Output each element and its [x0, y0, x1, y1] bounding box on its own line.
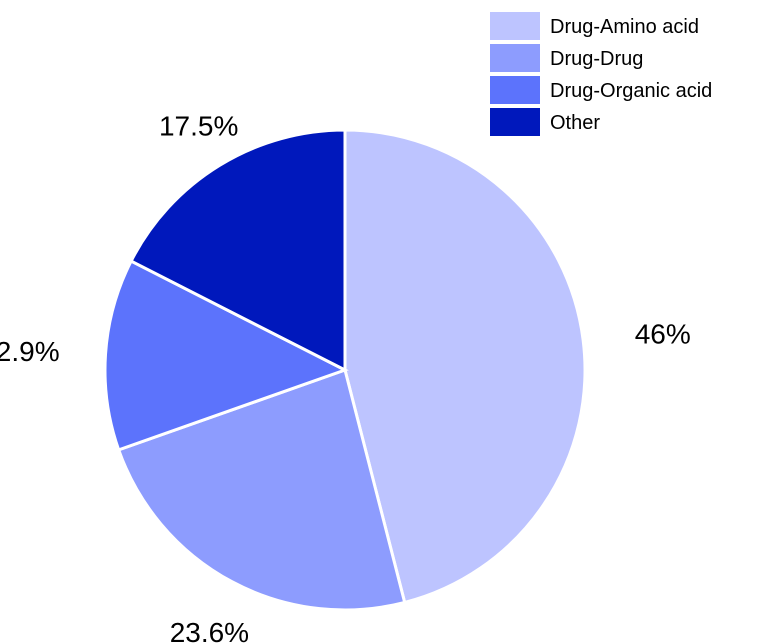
legend-label-drug-drug: Drug-Drug [550, 48, 643, 70]
legend-label-drug-amino-acid: Drug-Amino acid [550, 16, 699, 38]
slice-label-other: 17.5% [159, 110, 238, 141]
legend: Drug-Amino acid Drug-Drug Drug-Organic aci… [490, 12, 712, 136]
slice-label-drug-amino-acid: 46% [635, 318, 691, 349]
legend-label-other: Other [550, 112, 600, 134]
pie-slices [105, 130, 585, 610]
legend-swatch-other [490, 108, 540, 136]
legend-swatch-drug-drug [490, 44, 540, 72]
legend-label-drug-organic-acid: Drug-Organic acid [550, 80, 712, 102]
legend-swatch-drug-organic-acid [490, 76, 540, 104]
slice-label-drug-drug: 23.6% [170, 617, 249, 643]
slice-label-drug-organic-acid: 12.9% [0, 336, 60, 367]
legend-swatch-drug-amino-acid [490, 12, 540, 40]
